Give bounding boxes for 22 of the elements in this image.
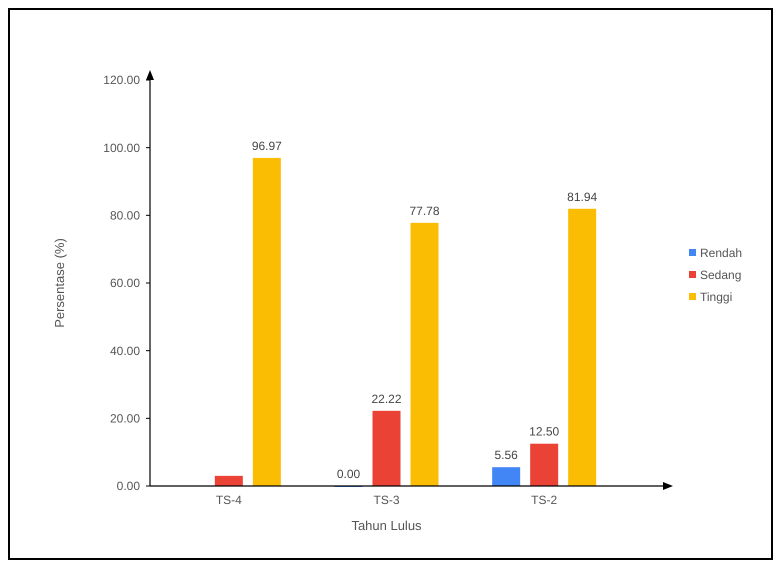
x-tick-label: TS-4 bbox=[216, 493, 242, 507]
data-label: 12.50 bbox=[529, 424, 560, 439]
x-axis-title: Tahun Lulus bbox=[351, 518, 422, 533]
y-tick-label: 100.00 bbox=[103, 140, 140, 155]
y-tick-label: 60.00 bbox=[110, 276, 140, 290]
legend-label: Tinggi bbox=[700, 290, 732, 304]
y-axis-title: Persentase (%) bbox=[52, 238, 67, 328]
y-tick-label: 80.00 bbox=[110, 208, 140, 223]
data-label: 0.00 bbox=[336, 467, 360, 481]
y-tick-label: 0.00 bbox=[116, 479, 140, 494]
data-label: 81.94 bbox=[567, 190, 598, 204]
y-tick-label: 20.00 bbox=[110, 412, 140, 426]
data-label: 77.78 bbox=[409, 204, 440, 218]
legend-label: Rendah bbox=[700, 246, 742, 260]
data-label: 5.56 bbox=[494, 448, 518, 462]
data-label: 96.97 bbox=[252, 138, 282, 153]
data-label: 22.22 bbox=[371, 392, 402, 406]
x-tick-label: TS-3 bbox=[373, 493, 400, 507]
legend-label: Sedang bbox=[700, 268, 742, 282]
y-tick-label: 120.00 bbox=[103, 73, 140, 88]
y-tick-label: 40.00 bbox=[110, 344, 140, 358]
x-tick-label: TS-2 bbox=[531, 493, 558, 507]
